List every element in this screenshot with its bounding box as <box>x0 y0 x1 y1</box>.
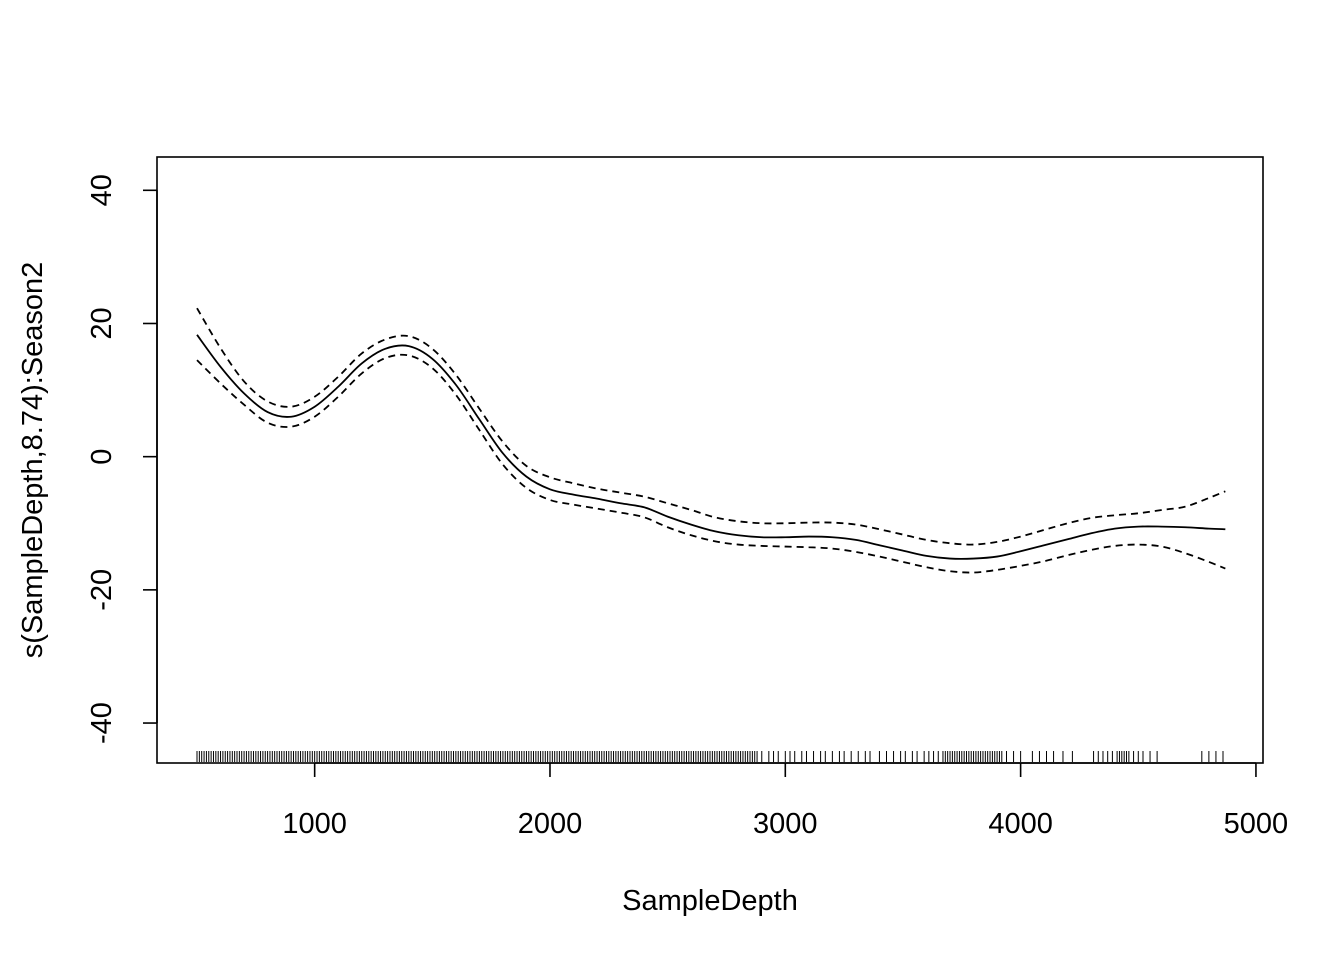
y-tick-label: -40 <box>86 702 118 744</box>
rug-marks <box>196 751 1224 762</box>
x-tick-label: 3000 <box>753 808 818 840</box>
x-tick-label: 1000 <box>282 808 347 840</box>
y-axis: -40 -20 0 20 40 <box>86 174 158 744</box>
x-tick-label: 5000 <box>1224 808 1289 840</box>
x-tick-label: 4000 <box>988 808 1053 840</box>
curve-layer <box>196 307 1226 574</box>
plot-frame <box>156 156 1264 764</box>
fit-curve <box>196 334 1226 560</box>
y-tick-label: 20 <box>86 307 118 339</box>
lower-confidence-band <box>196 353 1226 574</box>
y-tick-label: 0 <box>86 449 118 465</box>
y-tick-label: -20 <box>86 569 118 611</box>
upper-confidence-band <box>196 307 1226 546</box>
y-axis-label: s(SampleDepth,8.74):Season2 <box>17 262 49 659</box>
x-axis-label: SampleDepth <box>622 885 798 917</box>
x-tick-label: 2000 <box>518 808 583 840</box>
x-axis: 1000 2000 3000 4000 5000 <box>282 762 1289 840</box>
y-tick-label: 40 <box>86 174 118 206</box>
